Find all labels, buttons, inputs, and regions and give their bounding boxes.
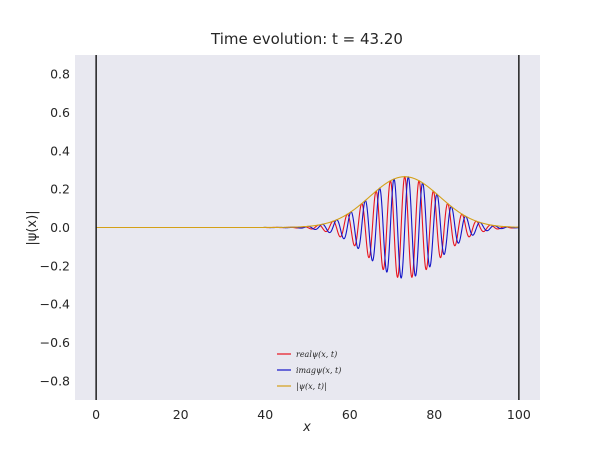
y-axis-ticks: 0.8 0.6 0.4 0.2 0.0 −0.2 −0.4 −0.6 −0.8	[40, 67, 70, 389]
y-tick-label: −0.4	[40, 297, 70, 312]
legend-label: realψ(x, t)	[296, 350, 337, 359]
walls	[95, 55, 520, 400]
y-tick-label: −0.8	[40, 373, 70, 388]
legend: realψ(x, t) imagψ(x, t) |ψ(x, t)|	[277, 350, 341, 391]
x-axis-label: x	[302, 420, 311, 435]
curves	[96, 175, 519, 279]
x-tick-label: 60	[342, 407, 358, 422]
y-tick-label: 0.8	[50, 67, 70, 82]
x-tick-label: 100	[507, 407, 531, 422]
y-axis-label: |ψ(x)|	[25, 210, 40, 245]
x-tick-label: 0	[92, 407, 100, 422]
x-tick-label: 20	[173, 407, 189, 422]
x-axis-ticks: 0 20 40 60 80 100	[92, 407, 531, 422]
x-tick-label: 80	[426, 407, 442, 422]
legend-label: imagψ(x, t)	[296, 366, 341, 375]
series-line	[96, 176, 519, 229]
chart-title: Time evolution: t = 43.20	[210, 30, 403, 48]
legend-label: |ψ(x, t)|	[296, 382, 327, 391]
x-tick-label: 40	[257, 407, 273, 422]
y-tick-label: 0.0	[50, 220, 70, 235]
y-tick-label: −0.2	[40, 258, 70, 273]
y-tick-label: 0.2	[50, 182, 70, 197]
y-tick-label: −0.6	[40, 335, 70, 350]
y-tick-label: 0.6	[50, 105, 70, 120]
y-tick-label: 0.4	[50, 143, 70, 158]
